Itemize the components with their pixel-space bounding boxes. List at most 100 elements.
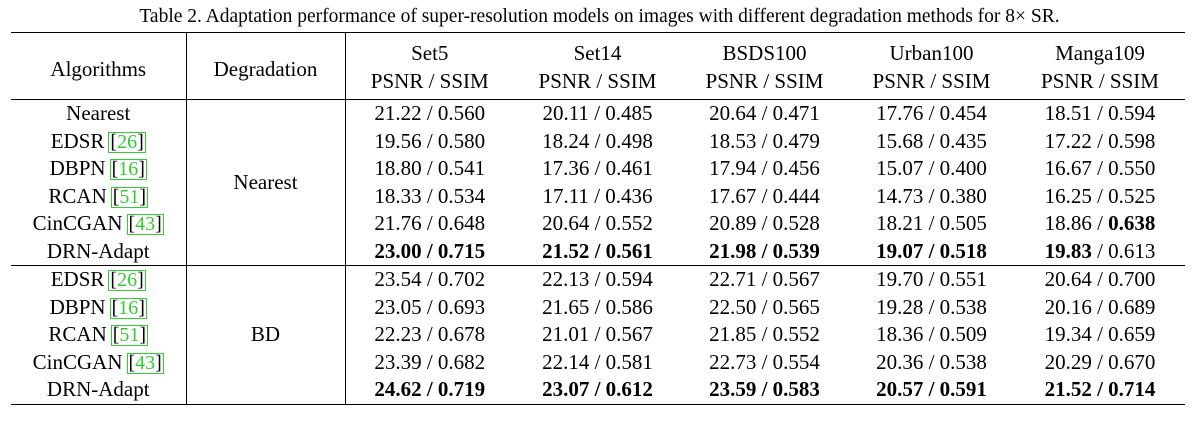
psnr-ssim-cell: 21.98 / 0.539 [709, 238, 820, 263]
dataset-header: Manga109 [1055, 41, 1145, 66]
ssim-value: 0.471 [772, 101, 820, 125]
ssim-value: 0.400 [939, 156, 987, 180]
psnr-value: 20.64 [542, 211, 590, 235]
dataset-header: Set14 [573, 41, 622, 66]
psnr-ssim-cell: 19.83 / 0.613 [1044, 238, 1156, 263]
psnr-value: 19.28 [876, 294, 924, 319]
psnr-value: 22.23 [374, 322, 422, 346]
psnr-value: 17.76 [876, 101, 924, 125]
psnr-ssim-cell: 16.67 / 0.550 [1044, 156, 1156, 180]
ssim-value: 0.534 [437, 183, 486, 208]
ssim-value: 0.678 [437, 322, 486, 346]
psnr-ssim-cell: 19.56 / 0.580 [374, 128, 486, 153]
psnr-value: 23.59 [709, 377, 757, 401]
ssim-value: 0.689 [1108, 294, 1156, 319]
citation-number: 26 [117, 130, 138, 153]
table-row: DBPN [16] 18.80 / 0.541 17.36 / 0.461 17.94 … [11, 155, 1185, 183]
psnr-value: 21.01 [542, 322, 590, 346]
algorithm-name-cell: DRN-Adapt [11, 237, 187, 266]
psnr-value: 23.05 [374, 294, 422, 319]
ssim-value: 0.498 [605, 128, 653, 153]
algorithm-name-cell: CinCGAN [43] [11, 210, 187, 238]
psnr-ssim-cell: 20.29 / 0.670 [1044, 349, 1156, 374]
psnr-value: 19.07 [876, 238, 924, 263]
ssim-value: 0.561 [605, 238, 653, 263]
psnr-ssim-cell: 23.39 / 0.682 [374, 349, 486, 374]
ssim-value: 0.525 [1108, 183, 1156, 208]
algorithm-name: DBPN [49, 294, 106, 319]
algorithm-name-cell: RCAN [51] [11, 182, 187, 210]
citation-link[interactable]: [51] [110, 185, 149, 208]
psnr-value: 18.36 [876, 322, 924, 346]
ssim-value: 0.598 [1108, 128, 1156, 153]
psnr-value: 17.67 [709, 183, 757, 208]
psnr-value: 22.73 [709, 349, 757, 374]
psnr-value: 19.70 [876, 267, 924, 291]
ssim-value: 0.567 [772, 267, 820, 291]
ssim-value: 0.552 [772, 322, 820, 346]
psnr-ssim-cell: 15.07 / 0.400 [876, 156, 987, 180]
ssim-value: 0.456 [772, 156, 820, 180]
table-caption: Table 2. Adaptation performance of super… [139, 6, 1060, 27]
psnr-value: 15.07 [876, 156, 924, 180]
table-row: RCAN [51] 18.33 / 0.534 17.11 / 0.436 17.67 … [11, 182, 1185, 210]
psnr-ssim-cell: 21.52 / 0.714 [1044, 377, 1156, 401]
algorithm-name-cell: RCAN [51] [11, 321, 187, 349]
psnr-ssim-cell: 22.23 / 0.678 [374, 322, 486, 346]
metric-header: PSNR / SSIM [1041, 69, 1159, 94]
psnr-value: 16.25 [1044, 183, 1092, 208]
psnr-value: 20.11 [542, 101, 589, 125]
psnr-ssim-cell: 23.05 / 0.693 [374, 294, 486, 319]
table-row: DRN-Adapt 23.00 / 0.715 21.52 / 0.561 21.98… [11, 237, 1185, 266]
psnr-ssim-cell: 16.25 / 0.525 [1044, 183, 1156, 208]
degradation-header: Degradation [186, 32, 346, 100]
psnr-value: 19.56 [374, 128, 422, 153]
psnr-value: 18.86 [1044, 211, 1092, 235]
algorithm-name: RCAN [48, 322, 107, 346]
citation-number: 43 [135, 213, 156, 235]
psnr-ssim-cell: 20.16 / 0.689 [1044, 294, 1156, 319]
psnr-value: 22.71 [709, 267, 757, 291]
dataset-header: Set5 [411, 41, 449, 66]
citation-link[interactable]: [26] [108, 269, 146, 291]
ssim-value: 0.714 [1108, 377, 1156, 401]
dataset-header: Urban100 [889, 41, 974, 66]
citation-link[interactable]: [43] [126, 213, 164, 235]
ssim-value: 0.613 [1108, 238, 1156, 263]
psnr-ssim-cell: 21.01 / 0.567 [542, 322, 653, 346]
psnr-ssim-cell: 20.89 / 0.528 [709, 211, 820, 235]
degradation-cell: BD [186, 265, 346, 404]
citation-link[interactable]: [26] [108, 130, 146, 153]
results-table: Algorithms Degradation Set5 Set14 BSDS10… [11, 32, 1185, 405]
ssim-value: 0.538 [939, 349, 987, 374]
algorithm-name: DRN-Adapt [46, 377, 150, 401]
ssim-value: 0.693 [437, 294, 486, 319]
citation-link[interactable]: [51] [110, 324, 149, 346]
ssim-value: 0.612 [605, 377, 653, 401]
table-row: DRN-Adapt 24.62 / 0.719 23.07 / 0.612 23.59… [11, 376, 1185, 404]
psnr-ssim-cell: 22.71 / 0.567 [709, 267, 820, 291]
psnr-value: 23.07 [542, 377, 590, 401]
ssim-value: 0.528 [772, 211, 820, 235]
psnr-value: 23.39 [374, 349, 422, 374]
psnr-value: 21.22 [374, 101, 422, 125]
psnr-value: 24.62 [374, 377, 422, 401]
psnr-ssim-cell: 17.11 / 0.436 [542, 183, 653, 208]
algorithm-name: RCAN [48, 183, 107, 208]
ssim-value: 0.638 [1108, 211, 1156, 235]
ssim-value: 0.648 [437, 211, 486, 235]
psnr-value: 20.89 [709, 211, 757, 235]
citation-link[interactable]: [16] [109, 158, 147, 180]
psnr-ssim-cell: 19.70 / 0.551 [876, 267, 987, 291]
psnr-ssim-cell: 20.57 / 0.591 [876, 377, 987, 401]
psnr-ssim-cell: 23.59 / 0.583 [709, 377, 820, 401]
psnr-ssim-cell: 19.34 / 0.659 [1044, 322, 1156, 346]
algorithm-name-cell: EDSR [26] [11, 127, 187, 155]
ssim-value: 0.518 [939, 238, 987, 263]
psnr-value: 18.24 [542, 128, 590, 153]
citation-link[interactable]: [43] [126, 351, 164, 374]
citation-link[interactable]: [16] [109, 296, 147, 319]
citation-number: 51 [119, 324, 140, 346]
ssim-value: 0.505 [939, 211, 987, 235]
ssim-value: 0.454 [939, 101, 987, 125]
